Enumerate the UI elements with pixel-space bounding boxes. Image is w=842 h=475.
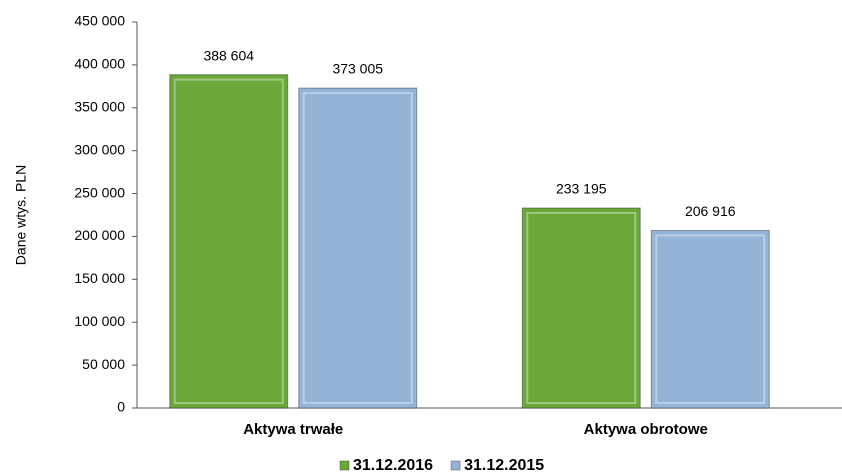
bar [298, 87, 418, 409]
data-label: 233 195 [556, 181, 607, 197]
legend-swatch [450, 460, 461, 471]
bar [521, 207, 641, 409]
bar [650, 230, 770, 409]
data-label: 206 916 [685, 203, 736, 219]
y-tick-label: 400 000 [74, 56, 125, 72]
legend-label: 31.12.2015 [464, 457, 544, 474]
bar-bevel [655, 234, 766, 404]
bar-bevel [173, 78, 284, 404]
y-tick-label: 200 000 [74, 227, 125, 243]
bar-bevel [526, 211, 637, 404]
bar-bevel [302, 92, 413, 405]
y-tick-label: 150 000 [74, 270, 125, 286]
y-tick-label: 0 [117, 399, 125, 415]
y-tick-label: 450 000 [74, 13, 125, 29]
y-tick-label: 300 000 [74, 141, 125, 157]
y-tick-label: 250 000 [74, 184, 125, 200]
y-tick-label: 50 000 [82, 356, 125, 372]
x-tick-label: Aktywa obrotowe [584, 421, 708, 438]
y-axis-label: Dane wtys. PLN [13, 165, 29, 265]
bar [169, 74, 289, 409]
legend-label: 31.12.2016 [353, 457, 433, 474]
legend-swatch [339, 460, 350, 471]
y-tick-label: 100 000 [74, 313, 125, 329]
data-label: 373 005 [332, 61, 383, 77]
x-tick-label: Aktywa trwałe [243, 421, 343, 438]
y-tick-label: 350 000 [74, 98, 125, 114]
data-label: 388 604 [203, 47, 254, 63]
